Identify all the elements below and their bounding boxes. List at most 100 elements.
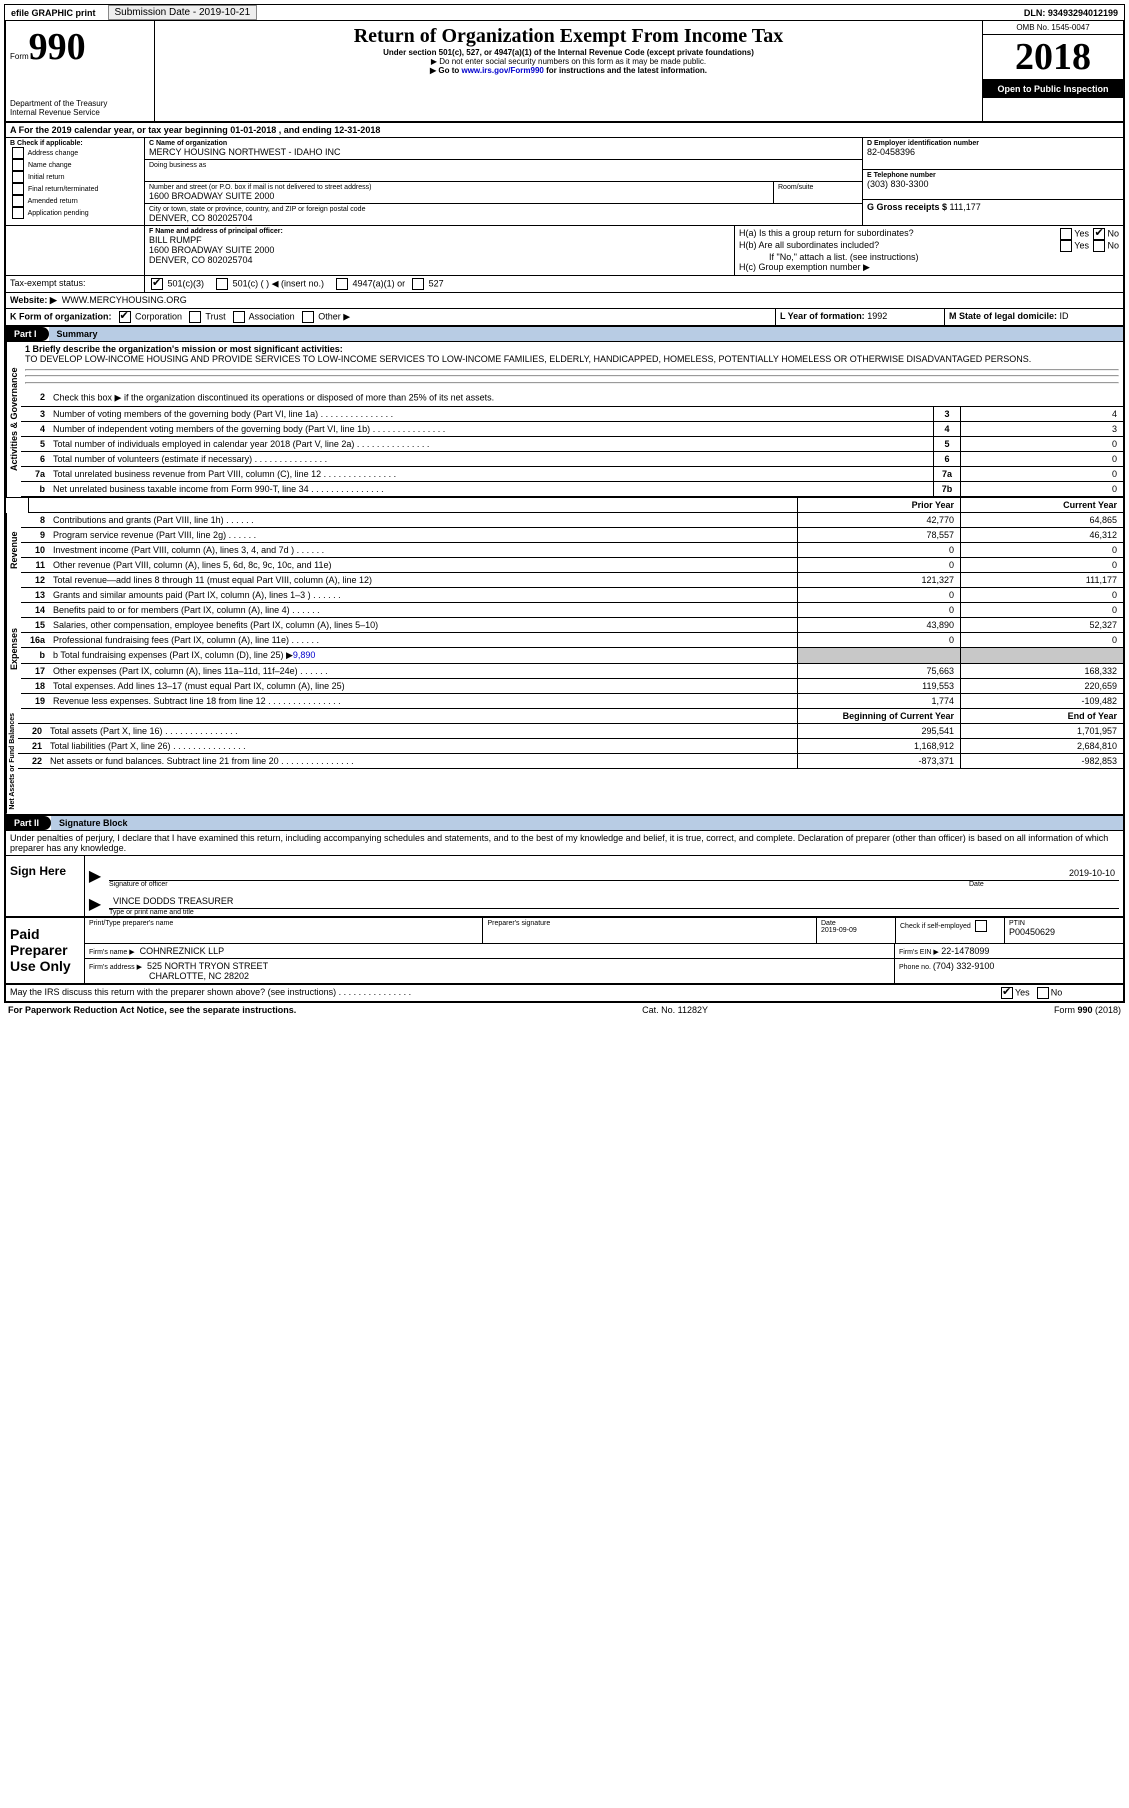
sign-here-block: Sign Here ▶ 2019-10-10 Signature of offi… xyxy=(4,856,1125,918)
part1-tag: Part I xyxy=(6,327,49,341)
l11: Other revenue (Part VIII, column (A), li… xyxy=(49,558,797,572)
line2: Check this box ▶ if the organization dis… xyxy=(53,392,494,402)
h-b: H(b) Are all subordinates included? xyxy=(739,240,1058,252)
officer-name-title: VINCE DODDS TREASURER xyxy=(109,894,1119,909)
l15: Salaries, other compensation, employee b… xyxy=(49,618,797,632)
prior-year-hdr: Prior Year xyxy=(797,498,960,512)
year-formation-label: L Year of formation: xyxy=(780,311,867,321)
line4-label: Number of independent voting members of … xyxy=(49,422,933,436)
begin-year-hdr: Beginning of Current Year xyxy=(797,709,960,723)
mission-text: TO DEVELOP LOW-INCOME HOUSING AND PROVID… xyxy=(25,354,1119,364)
date-label: Date xyxy=(969,881,1119,888)
discuss-row: May the IRS discuss this return with the… xyxy=(4,985,1125,1003)
firm-name: COHNREZNICK LLP xyxy=(140,946,225,956)
ein: 82-0458396 xyxy=(867,147,1119,157)
year-formation: 1992 xyxy=(867,311,887,321)
org-name-label: C Name of organization xyxy=(149,140,858,147)
end-year-hdr: End of Year xyxy=(960,709,1123,723)
l18: Total expenses. Add lines 13–17 (must eq… xyxy=(49,679,797,693)
line7a-label: Total unrelated business revenue from Pa… xyxy=(49,467,933,481)
line-a: A For the 2019 calendar year, or tax yea… xyxy=(4,123,1125,138)
box-j: Website: ▶ WWW.MERCYHOUSING.ORG xyxy=(4,293,1125,309)
l12: Total revenue—add lines 8 through 11 (mu… xyxy=(49,573,797,587)
irs-link[interactable]: www.irs.gov/Form990 xyxy=(461,66,543,75)
527: 527 xyxy=(429,278,444,288)
omb-no: OMB No. 1545-0047 xyxy=(983,21,1123,35)
line7b-label: Net unrelated business taxable income fr… xyxy=(49,482,933,496)
form-title: Return of Organization Exempt From Incom… xyxy=(163,25,974,48)
org-info-block: B Check if applicable: Address change Na… xyxy=(4,138,1125,225)
faddr1: 525 NORTH TRYON STREET xyxy=(147,961,268,971)
net-section: Net Assets or Fund Balances Beginning of… xyxy=(4,709,1125,816)
domicile: ID xyxy=(1060,311,1069,321)
org-address: 1600 BROADWAY SUITE 2000 xyxy=(149,191,769,201)
line3-val: 4 xyxy=(960,407,1123,421)
dept-irs: Internal Revenue Service xyxy=(10,108,150,117)
tax-year-range: For the 2019 calendar year, or tax year … xyxy=(19,125,381,135)
sig-officer-label: Signature of officer xyxy=(109,881,969,888)
officer-addr2: DENVER, CO 802025704 xyxy=(149,255,730,265)
part1-header: Part I Summary xyxy=(4,327,1125,342)
decl-text: Under penalties of perjury, I declare th… xyxy=(6,831,1123,855)
opt-amended: Amended return xyxy=(10,195,140,207)
l16b: b Total fundraising expenses (Part IX, c… xyxy=(49,648,797,663)
l16a: Professional fundraising fees (Part IX, … xyxy=(49,633,797,647)
dept-treasury: Department of the Treasury xyxy=(10,99,150,108)
k-label: K Form of organization: xyxy=(10,311,112,321)
gross-receipts: 111,177 xyxy=(950,202,981,212)
discuss-text: May the IRS discuss this return with the… xyxy=(6,985,995,1001)
501c3: 501(c)(3) xyxy=(168,278,205,288)
l13: Grants and similar amounts paid (Part IX… xyxy=(49,588,797,602)
submission-date-btn[interactable]: Submission Date - 2019-10-21 xyxy=(108,5,258,20)
addr-label: Number and street (or P.O. box if mail i… xyxy=(149,184,769,191)
name-label: Type or print name and title xyxy=(105,909,1123,916)
h-note: If "No," attach a list. (see instruction… xyxy=(739,252,1119,262)
box-deg: D Employer identification number 82-0458… xyxy=(863,138,1123,225)
form-word: Form xyxy=(10,52,29,61)
l19: Revenue less expenses. Subtract line 18 … xyxy=(49,694,797,708)
fphone: (704) 332-9100 xyxy=(933,961,995,971)
fh-block: F Name and address of principal officer:… xyxy=(4,225,1125,275)
l22: Net assets or fund balances. Subtract li… xyxy=(46,754,797,768)
l16b-link[interactable]: 9,890 xyxy=(293,650,316,660)
line7a-val: 0 xyxy=(960,467,1123,481)
box-klm: K Form of organization: Corporation Trus… xyxy=(4,309,1125,327)
revenue-section: Revenue 8Contributions and grants (Part … xyxy=(4,513,1125,588)
opt-initial: Initial return xyxy=(10,171,140,183)
h-a: H(a) Is this a group return for subordin… xyxy=(739,228,1058,240)
fein-label: Firm's EIN ▶ xyxy=(899,949,939,956)
officer-label: F Name and address of principal officer: xyxy=(149,228,730,235)
box-b: B Check if applicable: Address change Na… xyxy=(6,138,145,225)
501c: 501(c) ( ) ◀ (insert no.) xyxy=(233,278,324,288)
open-inspection: Open to Public Inspection xyxy=(983,80,1123,98)
gross-receipts-label: G Gross receipts $ xyxy=(867,202,950,212)
ptin-label: PTIN xyxy=(1009,920,1119,927)
tax-year: 2018 xyxy=(983,35,1123,80)
mission-q: 1 Briefly describe the organization's mi… xyxy=(25,344,1119,354)
line5-label: Total number of individuals employed in … xyxy=(49,437,933,451)
ein-label: D Employer identification number xyxy=(867,140,1119,147)
pycy-header: Prior YearCurrent Year xyxy=(4,497,1125,513)
part2-title: Signature Block xyxy=(51,816,1123,830)
officer-addr1: 1600 BROADWAY SUITE 2000 xyxy=(149,245,730,255)
org-city: DENVER, CO 802025704 xyxy=(149,213,858,223)
website: WWW.MERCYHOUSING.ORG xyxy=(62,295,187,305)
psig-label: Preparer's signature xyxy=(487,920,812,927)
rev-vlabel: Revenue xyxy=(6,513,21,588)
city-label: City or town, state or province, country… xyxy=(149,206,858,213)
efile-label: efile GRAPHIC print xyxy=(5,6,102,20)
exp-vlabel: Expenses xyxy=(6,588,21,709)
box-c: C Name of organization MERCY HOUSING NOR… xyxy=(145,138,863,225)
line5-val: 0 xyxy=(960,437,1123,451)
paid-preparer-block: Paid Preparer Use Only Print/Type prepar… xyxy=(4,918,1125,985)
line6-label: Total number of volunteers (estimate if … xyxy=(49,452,933,466)
footer-left: For Paperwork Reduction Act Notice, see … xyxy=(8,1005,296,1015)
l21: Total liabilities (Part X, line 26) xyxy=(46,739,797,753)
pdate: 2019-09-09 xyxy=(821,927,891,934)
declaration: Under penalties of perjury, I declare th… xyxy=(4,831,1125,856)
header-right: OMB No. 1545-0047 2018 Open to Public In… xyxy=(982,21,1123,121)
mission-block: 1 Briefly describe the organization's mi… xyxy=(21,342,1123,390)
phone: (303) 830-3300 xyxy=(867,179,1119,189)
l14: Benefits paid to or for members (Part IX… xyxy=(49,603,797,617)
l9: Program service revenue (Part VIII, line… xyxy=(49,528,797,542)
